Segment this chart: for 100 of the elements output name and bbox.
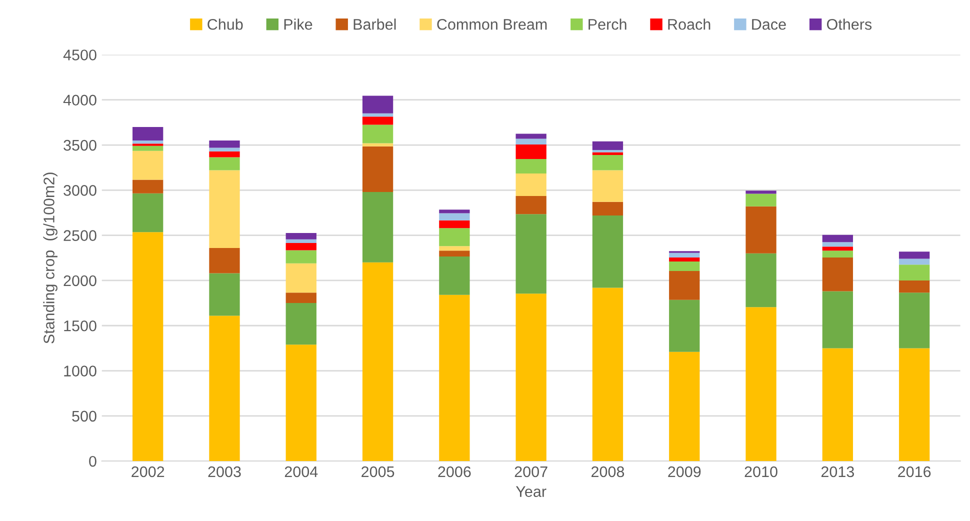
bar	[669, 262, 700, 271]
y-axis-title: Standing crop (g/100m2)	[43, 172, 58, 344]
bar	[362, 192, 394, 262]
bar	[898, 348, 930, 462]
bar	[209, 273, 240, 316]
bar	[592, 170, 624, 202]
legend-label: Barbel	[354, 18, 396, 30]
x-tick-label: 2003	[208, 466, 241, 478]
bar	[746, 206, 776, 254]
bar	[362, 116, 394, 125]
y-tick-label: 4000	[63, 94, 96, 106]
bar	[132, 232, 164, 462]
bar	[516, 196, 546, 214]
bar	[746, 253, 776, 308]
bar	[516, 138, 546, 145]
bar	[132, 193, 164, 232]
bar	[822, 242, 853, 247]
bar	[822, 257, 853, 292]
bar	[439, 256, 470, 295]
bar	[362, 143, 394, 146]
bar	[592, 154, 624, 170]
bar	[822, 250, 853, 258]
x-tick-label: 2004	[284, 466, 318, 478]
bar	[439, 228, 470, 246]
legend-label: Roach	[668, 18, 710, 30]
y-tick-label: 2500	[64, 230, 96, 242]
bar	[592, 152, 624, 155]
x-tick-label: 2006	[438, 466, 471, 478]
y-tick-label: 500	[72, 410, 96, 422]
bar	[592, 215, 624, 288]
x-tick-label: 2007	[514, 466, 548, 478]
bar	[362, 146, 394, 192]
bar	[132, 140, 164, 144]
x-tick-label: 2008	[592, 466, 624, 478]
bar	[362, 113, 394, 117]
legend-label: Dace	[752, 19, 786, 30]
bar	[362, 96, 394, 114]
bar	[286, 239, 316, 243]
bar	[592, 288, 624, 462]
bar	[209, 316, 240, 462]
bar	[516, 214, 546, 294]
bar	[746, 307, 776, 462]
bar	[209, 157, 240, 170]
bar	[669, 257, 700, 262]
y-tick-label: 4500	[63, 50, 96, 60]
bar	[286, 292, 316, 304]
bar	[286, 250, 316, 264]
bar	[439, 250, 470, 257]
y-tick-label: 1000	[64, 366, 96, 376]
bar	[209, 140, 240, 148]
bar	[669, 270, 700, 300]
bar	[286, 263, 316, 293]
bar	[132, 146, 164, 151]
x-axis-title: Year	[516, 486, 546, 497]
x-tick-label: 2009	[668, 466, 701, 478]
x-tick-label: 2013	[821, 466, 854, 478]
bar	[362, 124, 394, 144]
legend-label: Perch	[588, 18, 626, 30]
x-tick-label: 2016	[898, 466, 931, 478]
bar	[898, 264, 930, 280]
bar	[132, 126, 164, 140]
bar	[592, 141, 624, 150]
bar	[209, 148, 240, 152]
bar	[898, 280, 930, 293]
y-tick-label: 3500	[64, 140, 96, 151]
legend-label: Chub	[208, 18, 243, 30]
bar	[439, 220, 470, 228]
bar	[669, 300, 700, 352]
bar	[439, 294, 470, 462]
legend-label: Common Bream	[437, 18, 547, 30]
bar	[592, 202, 624, 216]
bar	[822, 234, 853, 242]
bar	[746, 190, 776, 194]
bar	[898, 258, 930, 265]
bar	[209, 151, 240, 158]
y-tick-label: 1500	[64, 320, 96, 332]
bar	[209, 170, 240, 248]
legend-label: Others	[826, 18, 872, 30]
legend-label: Pike	[284, 18, 312, 30]
bar	[516, 159, 546, 174]
x-tick-label: 2005	[362, 466, 394, 478]
bar	[286, 303, 316, 345]
bar	[516, 173, 546, 196]
bar	[746, 194, 776, 206]
bar	[516, 134, 546, 139]
bar	[669, 252, 700, 258]
y-tick-label: 3000	[64, 185, 96, 196]
x-tick-label: 2010	[744, 466, 778, 478]
x-tick-label: 2002	[132, 466, 164, 478]
bar	[822, 348, 853, 462]
bar	[822, 246, 853, 251]
bar	[898, 252, 930, 259]
bar	[132, 180, 164, 194]
bar	[439, 210, 470, 214]
bar	[286, 233, 316, 240]
y-tick-label: 0	[89, 456, 96, 467]
bar	[209, 248, 240, 274]
y-tick-label: 2000	[64, 275, 96, 286]
bar	[362, 262, 394, 462]
bar	[132, 150, 164, 180]
